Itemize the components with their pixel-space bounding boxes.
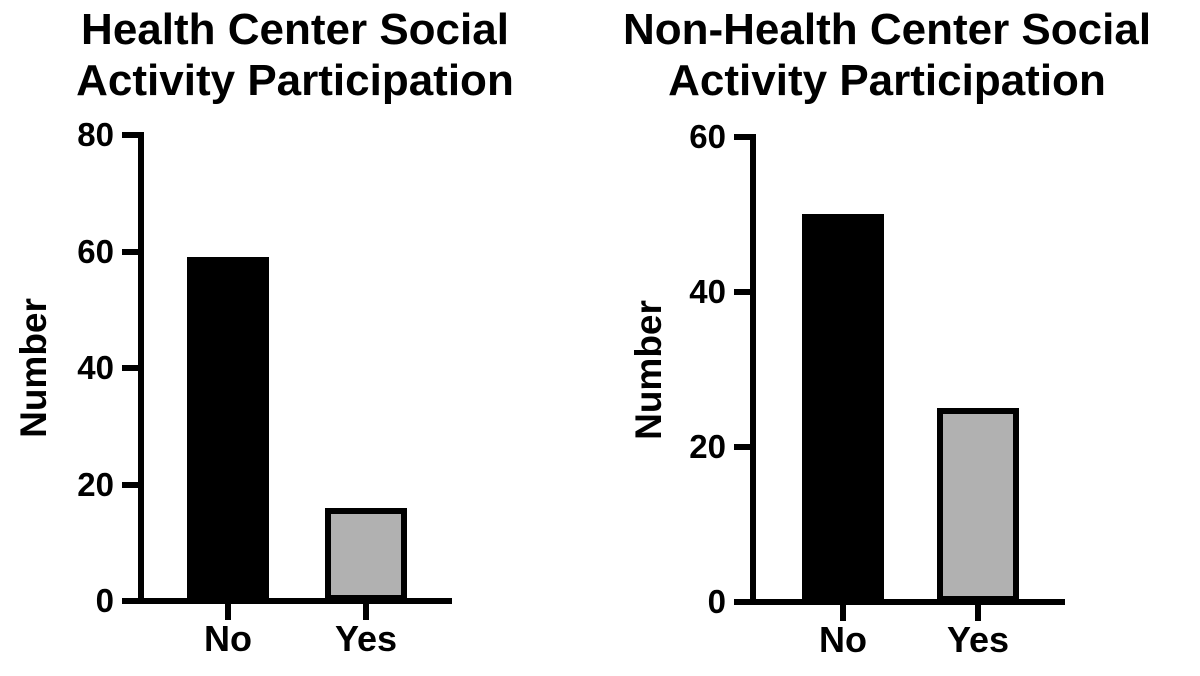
x-tick-label: Yes xyxy=(334,618,398,659)
y-axis-line xyxy=(138,132,144,604)
x-tick-label: Yes xyxy=(946,619,1010,660)
y-tick xyxy=(122,249,138,255)
x-tick-label: No xyxy=(204,618,252,659)
x-axis-line xyxy=(122,598,452,604)
bar-no xyxy=(802,214,884,602)
x-tick xyxy=(363,604,369,620)
x-tick xyxy=(840,605,846,621)
x-tick xyxy=(975,605,981,621)
bar-yes xyxy=(937,408,1019,602)
y-tick xyxy=(734,289,750,295)
x-axis-line xyxy=(734,599,1065,605)
chart-title: Health Center Social Activity Participat… xyxy=(76,5,514,105)
y-tick xyxy=(122,132,138,138)
y-tick xyxy=(734,134,750,140)
y-axis-line xyxy=(750,134,756,605)
y-tick xyxy=(122,365,138,371)
y-tick-label: 40 xyxy=(689,273,726,310)
y-tick-label: 20 xyxy=(77,466,114,503)
y-tick xyxy=(122,598,138,604)
x-tick xyxy=(225,604,231,620)
y-tick-label: 60 xyxy=(689,118,726,155)
y-tick xyxy=(734,444,750,450)
bar-yes xyxy=(325,508,407,601)
y-tick-label: 20 xyxy=(689,428,726,465)
y-tick-label: 0 xyxy=(707,583,726,620)
chart-title: Non-Health Center Social Activity Partic… xyxy=(622,5,1152,105)
y-tick-label: 40 xyxy=(77,349,114,386)
x-tick-label: No xyxy=(819,619,867,660)
y-tick xyxy=(122,482,138,488)
y-tick-label: 0 xyxy=(95,582,114,619)
y-tick-label: 80 xyxy=(77,116,114,153)
y-tick-label: 60 xyxy=(77,233,114,270)
y-tick xyxy=(734,599,750,605)
